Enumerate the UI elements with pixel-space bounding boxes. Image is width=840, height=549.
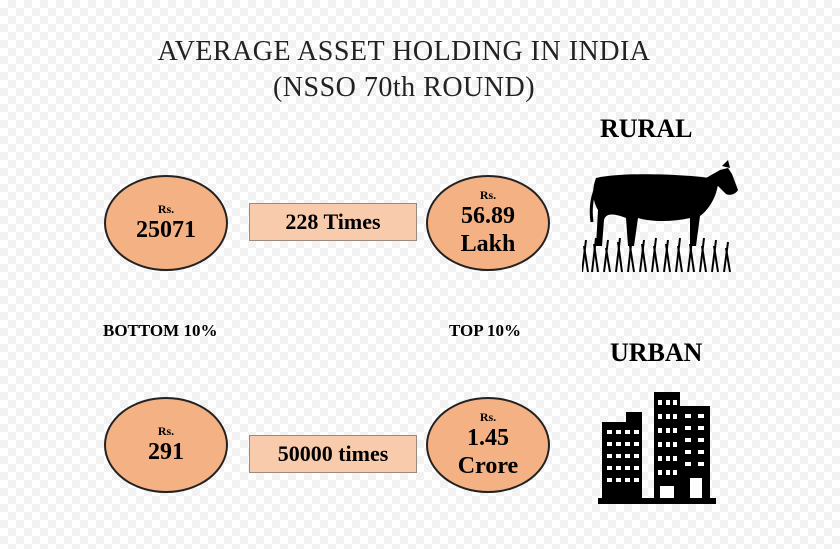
urban-bottom-circle: Rs. 291 (104, 397, 228, 493)
bottom-10-label: BOTTOM 10% (103, 321, 218, 340)
rural-bottom-currency: Rs. (157, 202, 175, 216)
page-title: AVERAGE ASSET HOLDING IN INDIA (157, 36, 651, 67)
top-10-label: TOP 10% (449, 321, 521, 340)
rural-top-circle: Rs. 56.89 Lakh (426, 175, 550, 271)
urban-top-currency: Rs. (479, 410, 497, 424)
cow-icon (582, 160, 738, 272)
rural-bottom-circle: Rs. 25071 (104, 175, 228, 271)
urban-top-unit: Crore (457, 453, 519, 479)
urban-heading: URBAN (610, 338, 703, 367)
rural-top-unit: Lakh (460, 231, 516, 257)
rural-top-value: 56.89 (461, 203, 515, 229)
urban-top-value: 1.45 (467, 425, 509, 451)
urban-ratio-box: 50000 times (249, 435, 417, 473)
rural-top-currency: Rs. (479, 188, 497, 202)
urban-top-circle: Rs. 1.45 Crore (426, 397, 550, 493)
rural-bottom-value: 25071 (136, 217, 196, 243)
urban-bottom-value: 291 (148, 439, 184, 465)
urban-bottom-currency: Rs. (157, 424, 175, 438)
buildings-icon (598, 392, 716, 504)
page-subtitle: (NSSO 70th ROUND) (272, 72, 536, 103)
rural-ratio-box: 228 Times (249, 203, 417, 241)
rural-heading: RURAL (600, 114, 693, 143)
